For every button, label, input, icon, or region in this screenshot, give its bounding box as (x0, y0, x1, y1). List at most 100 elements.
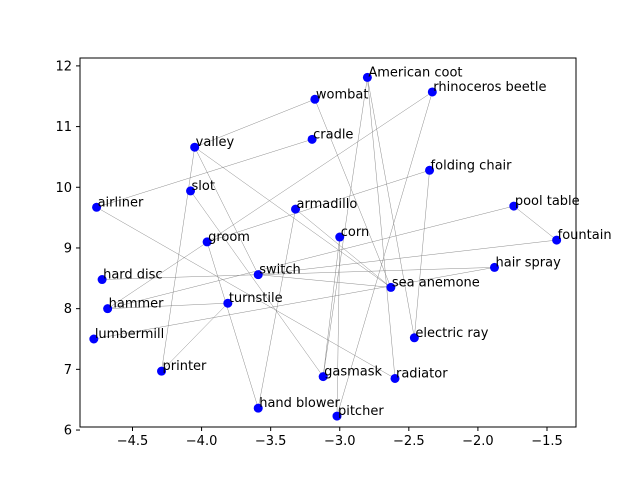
edge-line (194, 147, 259, 275)
point-label: corn (341, 225, 369, 240)
edge-line (161, 147, 195, 372)
edge-line (336, 91, 433, 417)
data-point (291, 204, 301, 214)
data-point (253, 270, 263, 280)
y-tick-label: 6 (64, 424, 72, 439)
edge-line (258, 209, 296, 409)
edge-line (206, 241, 259, 409)
edge-line (194, 99, 315, 148)
edge-line (194, 147, 391, 288)
point-label: slot (192, 179, 215, 194)
point-label: pitcher (338, 404, 384, 419)
x-tick-label: −4.0 (186, 434, 218, 449)
edge-line (207, 170, 430, 243)
point-label: switch (259, 263, 301, 278)
edge-line (314, 99, 392, 288)
point-label: electric ray (415, 326, 488, 341)
x-tick-label: −2.5 (393, 434, 425, 449)
edge-line (322, 237, 340, 377)
data-point (552, 235, 562, 245)
plot-area-frame (79, 57, 577, 428)
data-point (409, 333, 419, 343)
point-label: valley (196, 135, 235, 150)
data-point (190, 142, 200, 152)
y-tick-label: 11 (55, 120, 72, 135)
data-point (97, 275, 107, 285)
data-point (390, 373, 400, 383)
edge-line (513, 205, 557, 241)
edge-line (322, 77, 368, 377)
points-layer (89, 72, 562, 421)
edges-layer (93, 77, 557, 417)
data-point (310, 94, 320, 104)
data-point (335, 232, 345, 242)
y-axis: 6 7 8 9 10 11 12 (55, 59, 80, 439)
edge-line (414, 170, 430, 338)
x-axis: −4.5 −4.0 −3.5 −3.0 −2.5 −2.0 −1.5 (117, 427, 563, 449)
x-tick-label: −4.5 (117, 434, 149, 449)
y-tick-label: 8 (64, 302, 72, 317)
x-tick-label: −1.5 (531, 434, 563, 449)
edge-line (102, 267, 495, 280)
edge-line (336, 237, 340, 417)
point-label: radiator (396, 366, 448, 381)
point-label: wombat (316, 87, 369, 102)
data-point (386, 282, 396, 292)
point-label: American coot (368, 65, 462, 80)
data-point (223, 298, 233, 308)
data-point (427, 87, 437, 97)
data-point (89, 334, 99, 344)
data-point (489, 262, 499, 272)
point-label: sea anemone (392, 275, 480, 290)
point-label: cradle (313, 127, 353, 142)
data-point (509, 201, 519, 211)
point-label: hammer (109, 297, 165, 312)
x-tick-label: −3.0 (324, 434, 356, 449)
edge-line (107, 91, 433, 309)
data-point (92, 202, 102, 212)
edge-line (96, 207, 396, 379)
point-label: printer (163, 359, 208, 374)
point-label: fountain (558, 228, 612, 243)
edge-line (258, 274, 391, 288)
point-label: hand blower (259, 396, 340, 411)
edge-line (96, 139, 313, 208)
y-tick-label: 12 (55, 59, 72, 74)
edge-line (93, 267, 495, 340)
x-tick-label: −2.0 (462, 434, 494, 449)
point-label: gasmask (324, 365, 382, 380)
edge-line (190, 190, 324, 377)
data-point (157, 366, 167, 376)
data-point (425, 165, 435, 175)
data-point (307, 134, 317, 144)
edge-line (161, 303, 228, 372)
point-label: pool table (515, 194, 580, 209)
point-label: hair spray (495, 255, 561, 270)
x-tick-label: −3.5 (255, 434, 287, 449)
point-label: rhinoceros beetle (433, 80, 546, 95)
point-label: folding chair (431, 158, 513, 173)
point-label: hard disc (103, 268, 163, 283)
y-tick-label: 9 (64, 241, 72, 256)
data-point (332, 411, 342, 421)
data-point (186, 186, 196, 196)
point-label: airliner (98, 195, 144, 210)
data-point (318, 372, 328, 382)
data-point (202, 237, 212, 247)
edge-line (295, 208, 392, 288)
point-label: turnstile (229, 291, 283, 306)
edge-line (107, 302, 228, 309)
y-tick-label: 10 (55, 181, 72, 196)
data-point (362, 72, 372, 82)
point-label: lumbermill (95, 327, 164, 342)
point-label: groom (208, 230, 250, 245)
data-point (253, 403, 263, 413)
point-label: armadillo (297, 197, 358, 212)
edge-line (367, 77, 415, 338)
y-tick-label: 7 (64, 363, 72, 378)
edge-line (367, 77, 396, 379)
edge-line (107, 205, 514, 309)
